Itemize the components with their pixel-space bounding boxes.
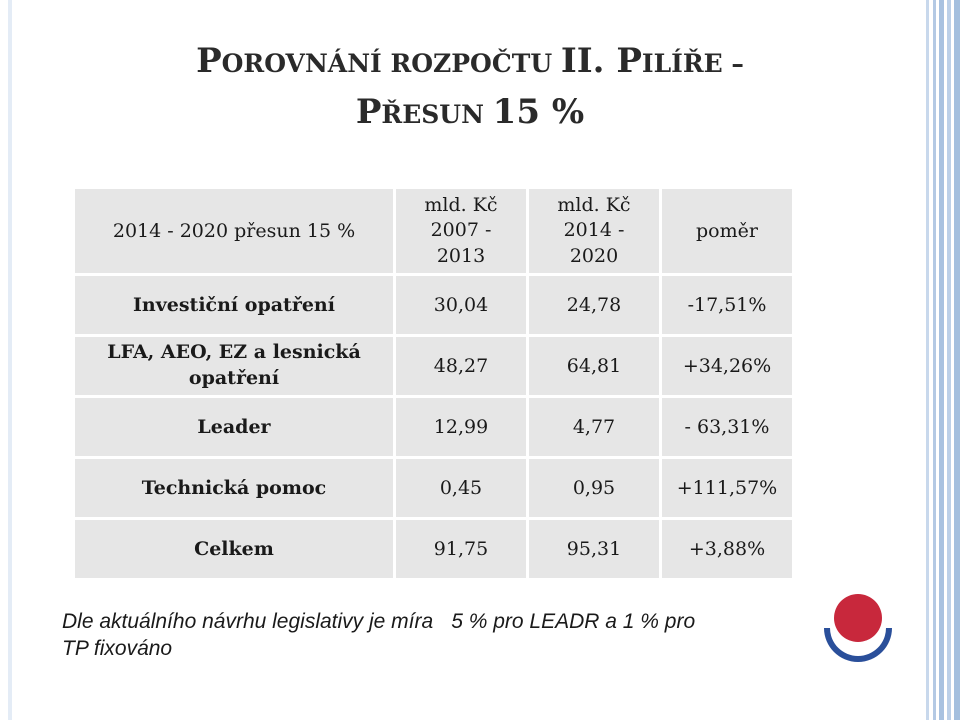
footnote-text: TP fixováno — [62, 637, 173, 661]
stripe — [939, 0, 944, 720]
header-line: 2013 — [436, 244, 486, 267]
header-line: 2007 - — [430, 219, 492, 242]
header-col-2014-2020: mld. Kč 2014 - 2020 — [529, 189, 659, 273]
title-initial: P — [196, 41, 222, 81]
value-ratio: - 63,31% — [662, 398, 792, 456]
logo-icon — [824, 594, 892, 662]
table-row: Investiční opatření 30,04 24,78 -17,51% — [75, 276, 792, 334]
title-line-1: POROVNÁNÍ ROZPOČTU II. PILÍŘE – — [110, 40, 830, 83]
left-decorative-line — [8, 0, 12, 720]
value-ratio: +3,88% — [662, 520, 792, 578]
value-2007-2013: 30,04 — [396, 276, 526, 334]
row-label-line: opatření — [188, 367, 280, 389]
table-row: Celkem 91,75 95,31 +3,88% — [75, 520, 792, 578]
stripe — [933, 0, 936, 720]
logo-red-circle — [834, 594, 882, 642]
value-ratio: +111,57% — [662, 459, 792, 517]
title-percent: 15 % — [492, 91, 585, 132]
table-header-row: 2014 - 2020 přesun 15 % mld. Kč 2007 - 2… — [75, 189, 792, 273]
table-row: Technická pomoc 0,45 0,95 +111,57% — [75, 459, 792, 517]
value-2014-2020: 24,78 — [529, 276, 659, 334]
table-row: LFA, AEO, EZ a lesnická opatření 48,27 6… — [75, 337, 792, 395]
title-line-2: PŘESUN 15 % — [110, 91, 830, 134]
stripe — [926, 0, 929, 720]
row-label: Investiční opatření — [75, 276, 393, 334]
row-label: Technická pomoc — [75, 459, 393, 517]
value-ratio: -17,51% — [662, 276, 792, 334]
value-2007-2013: 91,75 — [396, 520, 526, 578]
header-line: mld. Kč — [557, 193, 631, 216]
header-col-2007-2013: mld. Kč 2007 - 2013 — [396, 189, 526, 273]
stripe — [947, 0, 951, 720]
value-2014-2020: 0,95 — [529, 459, 659, 517]
value-2014-2020: 95,31 — [529, 520, 659, 578]
header-line: mld. Kč — [424, 193, 498, 216]
decorative-stripes — [912, 0, 960, 720]
header-col-ratio: poměr — [662, 189, 792, 273]
row-label: LFA, AEO, EZ a lesnická opatření — [75, 337, 393, 395]
row-label: Leader — [75, 398, 393, 456]
title-text: ILÍŘE – — [641, 49, 744, 78]
footnote-text: Dle aktuálního návrhu legislativy je mír… — [62, 610, 434, 633]
title-text: ŘESUN — [381, 99, 493, 129]
footnote: Dle aktuálního návrhu legislativy je mír… — [62, 608, 802, 663]
header-label: 2014 - 2020 přesun 15 % — [75, 189, 393, 273]
stripe — [954, 0, 960, 720]
footnote-text: 5 % pro LEADR a 1 % pro — [451, 610, 696, 633]
value-2007-2013: 12,99 — [396, 398, 526, 456]
value-2007-2013: 0,45 — [396, 459, 526, 517]
value-ratio: +34,26% — [662, 337, 792, 395]
budget-comparison-table: 2014 - 2020 přesun 15 % mld. Kč 2007 - 2… — [72, 186, 795, 581]
row-label: Celkem — [75, 520, 393, 578]
title-text: OROVNÁNÍ ROZPOČTU — [221, 49, 561, 78]
title-initial: P — [616, 41, 642, 81]
title-roman: II. — [560, 41, 617, 81]
header-line: 2020 — [569, 244, 619, 267]
title-initial: P — [355, 91, 382, 132]
row-label-line: LFA, AEO, EZ a lesnická — [107, 341, 361, 364]
value-2007-2013: 48,27 — [396, 337, 526, 395]
table-row: Leader 12,99 4,77 - 63,31% — [75, 398, 792, 456]
value-2014-2020: 64,81 — [529, 337, 659, 395]
value-2014-2020: 4,77 — [529, 398, 659, 456]
logo-blue-arc — [824, 628, 892, 662]
header-line: 2014 - — [563, 219, 625, 242]
page-title: POROVNÁNÍ ROZPOČTU II. PILÍŘE – PŘESUN 1… — [110, 40, 830, 133]
